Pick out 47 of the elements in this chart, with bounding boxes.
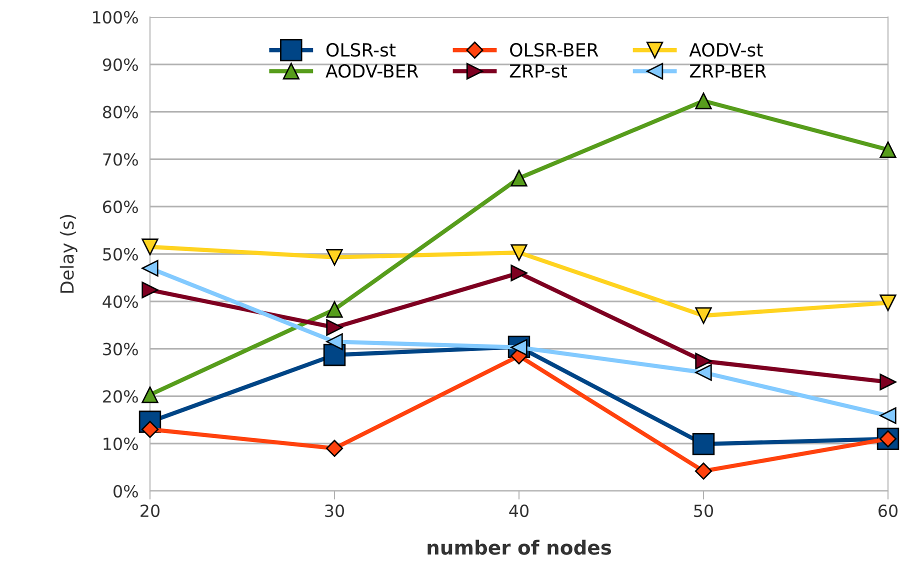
- x-axis-title: number of nodes: [428, 540, 612, 555]
- y-tick-label: 70%: [103, 153, 138, 166]
- legend-label: OLSR-BER: [510, 43, 598, 57]
- legend-label: OLSR-st: [326, 43, 396, 57]
- x-tick-label: 60: [878, 504, 898, 518]
- y-tick-label: 60%: [103, 200, 138, 214]
- point: [142, 260, 158, 277]
- y-tick-label: 100%: [93, 10, 138, 24]
- point: [695, 92, 712, 110]
- point: [510, 170, 528, 186]
- point: [142, 238, 158, 256]
- point: [510, 244, 528, 261]
- point: [323, 344, 346, 366]
- point: [326, 248, 343, 266]
- point: [695, 352, 712, 370]
- x-tick-label: 40: [509, 504, 528, 518]
- x-tick-label: 30: [325, 504, 344, 518]
- y-tick-label: 0%: [114, 484, 138, 498]
- y-tick-label: 20%: [103, 390, 138, 403]
- point: [880, 141, 896, 158]
- point: [326, 319, 343, 336]
- legend-label: ZRP-BER: [690, 64, 766, 78]
- y-tick-label: 10%: [104, 438, 138, 450]
- x-tick-label: 50: [694, 504, 713, 518]
- legend-label: AODV-BER: [326, 64, 418, 78]
- point: [880, 407, 896, 424]
- legend-label: AODV-st: [689, 43, 763, 57]
- y-axis-title: Delay (s): [60, 215, 78, 293]
- point: [326, 333, 343, 350]
- y-tick-label: 50%: [103, 248, 138, 261]
- y-tick-label: 90%: [102, 58, 138, 71]
- point: [880, 374, 896, 390]
- y-tick-label: 40%: [102, 295, 138, 308]
- point: [880, 294, 896, 312]
- point: [326, 301, 343, 318]
- x-tick-label: 20: [140, 504, 160, 518]
- y-tick-label: 30%: [103, 342, 138, 356]
- point: [694, 462, 712, 480]
- point: [142, 386, 158, 404]
- point: [692, 432, 715, 456]
- y-tick-label: 80%: [102, 106, 138, 118]
- legend-label: ZRP-st: [510, 64, 568, 78]
- point: [326, 440, 344, 457]
- point: [695, 364, 712, 381]
- point: [142, 282, 158, 298]
- point: [510, 264, 528, 282]
- point: [695, 307, 712, 324]
